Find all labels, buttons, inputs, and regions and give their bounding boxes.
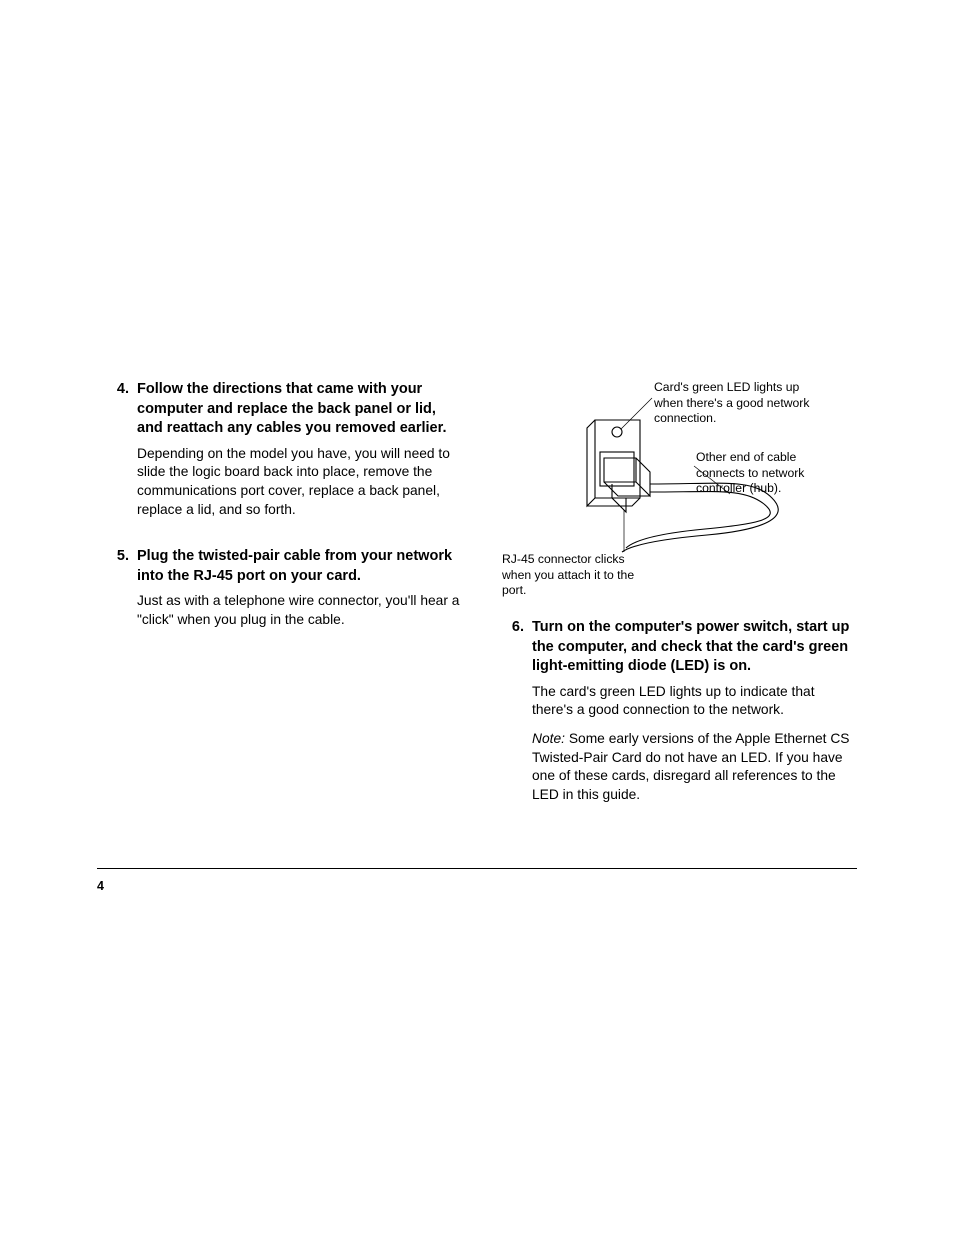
step-body: Turn on the computer's power switch, sta… (532, 618, 857, 814)
step-number: 4. (97, 380, 137, 529)
step-number: 6. (492, 618, 532, 814)
callout-cable-end: Other end of cable connects to network c… (696, 450, 846, 497)
note-label: Note: (532, 731, 565, 746)
note-text: Some early versions of the Apple Etherne… (532, 731, 850, 802)
step-6: 6. Turn on the computer's power switch, … (492, 618, 857, 814)
step-title: Follow the directions that came with you… (137, 380, 462, 439)
left-column: 4. Follow the directions that came with … (97, 380, 462, 832)
right-column: Card's green LED lights up when there's … (492, 380, 857, 832)
step-note: Note: Some early versions of the Apple E… (532, 730, 857, 805)
content-columns: 4. Follow the directions that came with … (97, 380, 857, 832)
callout-connector: RJ-45 connector clicks when you attach i… (502, 552, 642, 599)
step-number: 5. (97, 547, 137, 639)
footer-rule (97, 868, 857, 869)
step-5: 5. Plug the twisted-pair cable from your… (97, 547, 462, 639)
callout-led: Card's green LED lights up when there's … (654, 380, 824, 427)
step-paragraph: The card's green LED lights up to indica… (532, 683, 857, 720)
step-body: Plug the twisted-pair cable from your ne… (137, 547, 462, 639)
step-4: 4. Follow the directions that came with … (97, 380, 462, 529)
step-body: Follow the directions that came with you… (137, 380, 462, 529)
step-paragraph: Just as with a telephone wire connector,… (137, 592, 462, 629)
step-title: Turn on the computer's power switch, sta… (532, 618, 857, 677)
page-number: 4 (97, 879, 104, 893)
manual-page: 4. Follow the directions that came with … (0, 0, 954, 1235)
rj45-diagram: Card's green LED lights up when there's … (492, 380, 857, 600)
step-paragraph: Depending on the model you have, you wil… (137, 445, 462, 520)
step-title: Plug the twisted-pair cable from your ne… (137, 547, 462, 586)
